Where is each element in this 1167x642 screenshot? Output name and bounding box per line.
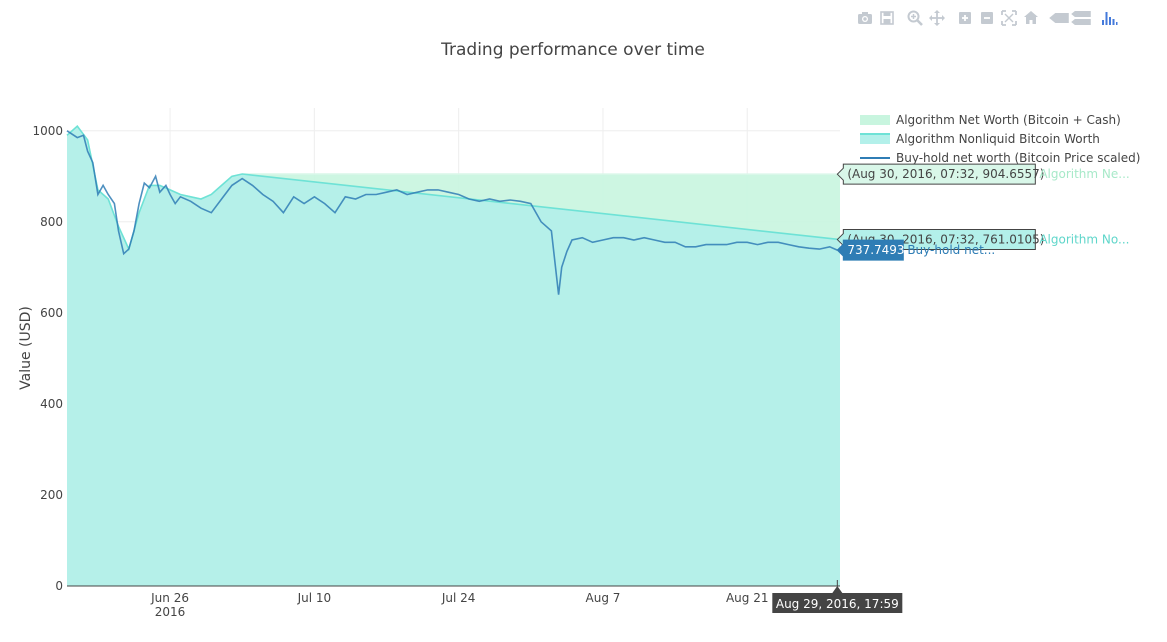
hover-compare-icon <box>1071 11 1091 25</box>
plotly-logo-button[interactable] <box>1098 8 1120 28</box>
chart-title: Trading performance over time <box>440 40 705 60</box>
save-icon <box>880 11 894 25</box>
hover-value: 737.7493 <box>847 243 904 257</box>
hover-x-label: Aug 29, 2016, 17:59 <box>772 586 903 613</box>
hover-series-name: Buy-hold net... <box>907 243 995 257</box>
hover-series-name: Algorithm Ne... <box>1039 167 1129 181</box>
legend-label: Algorithm Net Worth (Bitcoin + Cash) <box>896 113 1121 127</box>
pan-icon <box>929 10 945 26</box>
x-tick-label: Jun 26 <box>150 591 189 605</box>
legend-label: Algorithm Nonliquid Bitcoin Worth <box>896 132 1100 146</box>
zoom-out-button[interactable] <box>976 8 998 28</box>
hover-value: (Aug 30, 2016, 07:32, 904.6557) <box>847 167 1044 181</box>
hover-series-name: Algorithm No... <box>1039 233 1129 247</box>
hover-closest-button[interactable] <box>1048 8 1070 28</box>
modebar <box>854 8 1120 28</box>
x-tick-label: Aug 21 <box>726 591 769 605</box>
hover-box <box>836 239 904 261</box>
reset-axes-button[interactable] <box>1020 8 1042 28</box>
zoom-icon <box>907 10 923 26</box>
hover-closest-icon <box>1049 13 1069 23</box>
zoom-in-icon <box>959 12 971 24</box>
legend-item[interactable]: Algorithm Net Worth (Bitcoin + Cash) <box>860 113 1121 127</box>
hover-x-box <box>772 586 903 613</box>
y-tick-label: 200 <box>40 488 63 502</box>
x-tick-label: Jul 24 <box>441 591 476 605</box>
hover-labels: Aug 29, 2016, 17:59 (Aug 30, 2016, 07:32,… <box>772 163 1130 613</box>
y-tick-label: 1000 <box>32 124 63 138</box>
zoom-in-button[interactable] <box>954 8 976 28</box>
x-tick-label: Aug 7 <box>586 591 621 605</box>
hover-compare-button[interactable] <box>1070 8 1092 28</box>
y-tick-label: 400 <box>40 397 63 411</box>
zoom-button[interactable] <box>904 8 926 28</box>
hover-box <box>836 163 1036 185</box>
save-button[interactable] <box>876 8 898 28</box>
series-line-2 <box>66 130 838 295</box>
y-axis-label: Value (USD) <box>18 306 34 390</box>
series-area-1 <box>67 126 840 586</box>
y-tick-label: 800 <box>40 215 63 229</box>
x-tick-sublabel: 2016 <box>155 605 186 619</box>
y-tick-label: 600 <box>40 306 63 320</box>
autoscale-button[interactable] <box>998 8 1020 28</box>
legend-item[interactable]: Buy-hold net worth (Bitcoin Price scaled… <box>860 151 1140 165</box>
legend-item[interactable]: Algorithm Nonliquid Bitcoin Worth <box>860 132 1100 146</box>
zoom-out-icon <box>981 12 993 24</box>
x-tick-label: Jul 10 <box>297 591 332 605</box>
hover-label-0: (Aug 30, 2016, 07:32, 904.6557)Algorithm… <box>836 163 1130 185</box>
legend-swatch <box>860 115 890 125</box>
reset-axes-icon <box>1024 11 1038 24</box>
legend-label: Buy-hold net worth (Bitcoin Price scaled… <box>896 151 1140 165</box>
plotly-logo-icon <box>1102 12 1118 25</box>
camera-button[interactable] <box>854 8 876 28</box>
hover-x-text: Aug 29, 2016, 17:59 <box>776 597 899 611</box>
camera-icon <box>858 12 872 24</box>
legend[interactable]: Algorithm Net Worth (Bitcoin + Cash) Algo… <box>860 113 1140 165</box>
y-tick-label: 0 <box>55 579 63 593</box>
pan-button[interactable] <box>926 8 948 28</box>
hover-label-2: 737.7493 Buy-hold net... <box>836 239 995 261</box>
series-layer <box>66 125 841 586</box>
legend-swatch <box>860 134 890 144</box>
autoscale-icon <box>1001 10 1017 26</box>
